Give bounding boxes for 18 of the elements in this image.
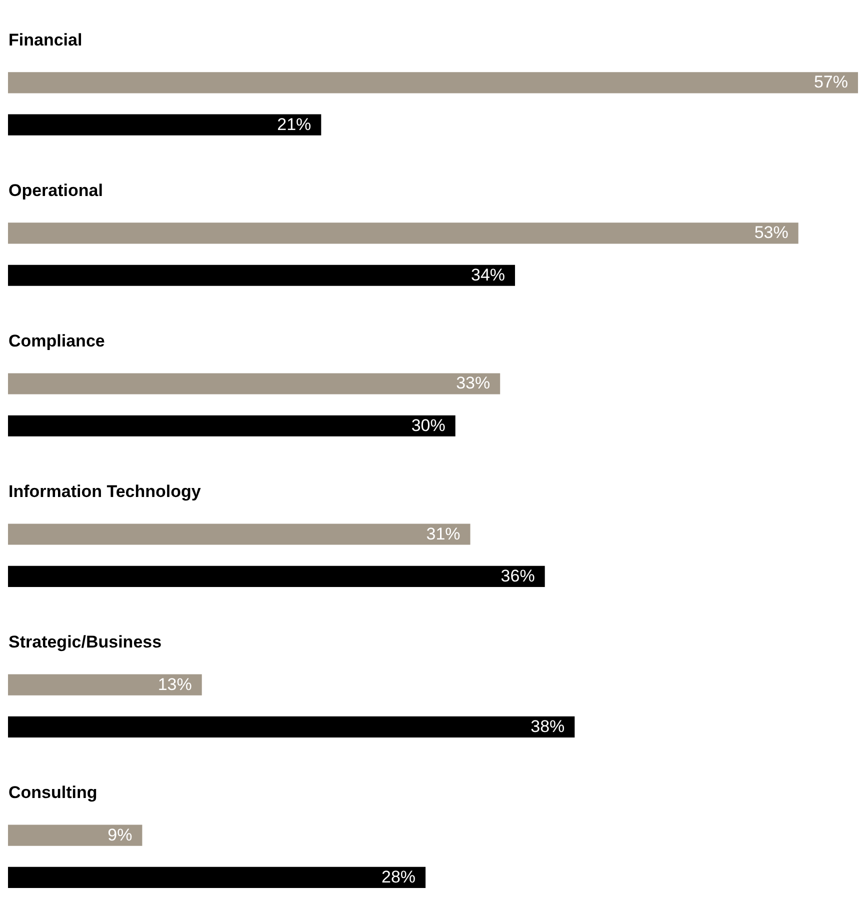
data-label: 38% xyxy=(530,716,565,736)
data-label: 36% xyxy=(500,566,535,586)
data-label: 9% xyxy=(108,825,132,844)
data-label: 34% xyxy=(470,265,506,284)
data-label: 30% xyxy=(411,416,446,435)
y-tick-label: Consulting xyxy=(8,783,98,802)
data-label: 33% xyxy=(456,374,490,393)
y-tick-label: Operational xyxy=(8,181,103,200)
y-tick-label: Compliance xyxy=(8,332,105,351)
data-label: 53% xyxy=(754,223,788,242)
y-tick-label: Strategic/Business xyxy=(8,632,162,652)
data-label: 31% xyxy=(426,524,460,544)
data-label: 57% xyxy=(814,72,848,92)
data-label: 28% xyxy=(382,867,416,886)
data-label: 21% xyxy=(277,114,312,134)
y-tick-label: Information Technology xyxy=(8,482,202,502)
y-tick-label: Financial xyxy=(8,30,82,50)
data-label: 13% xyxy=(158,674,192,694)
